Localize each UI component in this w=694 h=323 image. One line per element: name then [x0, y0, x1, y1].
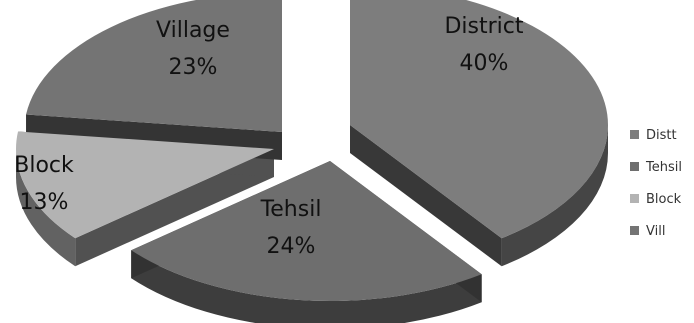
legend-swatch: [630, 162, 639, 171]
pie-slice-side: [131, 250, 482, 323]
legend-swatch: [630, 194, 639, 203]
legend-label: Tehsil: [645, 160, 682, 175]
slice-label-name: Village: [156, 18, 230, 43]
pie-slices: [16, 0, 608, 323]
chart-legend: Distt Tehsil Block Vill: [630, 128, 682, 239]
pie-slice-distt: [350, 0, 608, 239]
legend-label: Vill: [646, 224, 665, 239]
slice-label-percent: 24%: [267, 234, 316, 259]
legend-label: Block: [646, 192, 682, 207]
pie-labels: District 40% Tehsil 24% Block 13% Villag…: [14, 14, 524, 259]
pie-slice-cut: [75, 149, 274, 267]
slice-label-name: Block: [14, 153, 74, 178]
pie-slice-cut: [350, 125, 502, 267]
slice-label-percent: 23%: [169, 55, 218, 80]
pie-slice-side: [16, 149, 76, 267]
legend-label: Distt: [646, 128, 677, 143]
slice-label-name: District: [444, 14, 523, 39]
pie-slice-tehsil: [131, 161, 482, 302]
pie-slice-block: [16, 131, 275, 239]
pie-slice-vill: [26, 0, 282, 132]
slice-label-percent: 13%: [20, 190, 69, 215]
pie-slice-side: [501, 125, 608, 267]
slice-label-name: Tehsil: [260, 197, 322, 222]
slice-label-percent: 40%: [460, 51, 509, 76]
legend-swatch: [630, 130, 639, 139]
legend-swatch: [630, 226, 639, 235]
